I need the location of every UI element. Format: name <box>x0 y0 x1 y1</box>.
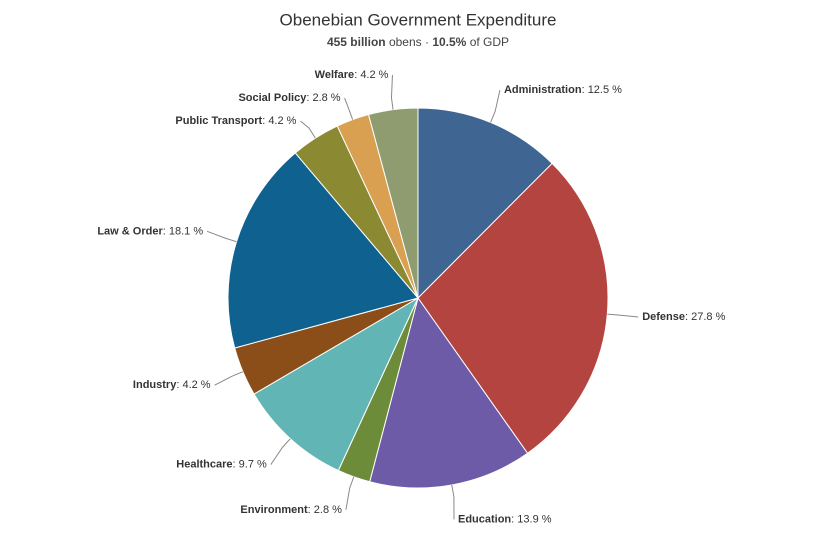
subtitle-part: obens · <box>386 35 433 49</box>
connector <box>344 97 354 120</box>
label-name: Public Transport <box>175 115 262 127</box>
label-value: 13.9 % <box>517 513 551 525</box>
label-value: 18.1 % <box>169 225 203 237</box>
label-name: Environment <box>240 504 308 516</box>
label-value: 4.2 % <box>182 379 210 391</box>
connector <box>607 313 639 318</box>
label-separator: : <box>262 115 268 127</box>
subtitle-part: 455 billion <box>327 35 386 49</box>
connector <box>214 371 244 386</box>
data-label: Defense: 27.8 % <box>642 311 725 323</box>
data-label: Social Policy: 2.8 % <box>238 92 340 104</box>
label-name: Healthcare <box>176 459 232 471</box>
label-name: Industry <box>133 379 177 391</box>
pie-slice <box>367 107 419 299</box>
data-label: Education: 13.9 % <box>458 513 552 525</box>
data-label: Administration: 12.5 % <box>504 84 622 96</box>
subtitle-part: of GDP <box>466 35 509 49</box>
label-separator: : <box>511 513 517 525</box>
chart-title: Obenebian Government Expenditure <box>280 10 557 29</box>
pie-slice <box>369 296 529 489</box>
label-name: Law & Order <box>97 225 163 237</box>
connector <box>451 484 455 520</box>
connector <box>490 89 501 123</box>
label-name: Education <box>458 513 511 525</box>
label-separator: : <box>176 379 182 391</box>
label-value: 27.8 % <box>691 311 725 323</box>
connector <box>300 120 316 139</box>
chart-subtitle: 455 billion obens · 10.5% of GDP <box>327 35 509 49</box>
label-separator: : <box>308 504 314 516</box>
label-name: Administration <box>504 84 582 96</box>
label-separator: : <box>233 459 239 471</box>
subtitle-part: 10.5% <box>432 35 466 49</box>
pie-slice <box>253 296 420 472</box>
data-label: Public Transport: 4.2 % <box>175 115 296 127</box>
label-value: 4.2 % <box>360 69 388 81</box>
label-separator: : <box>685 311 691 323</box>
label-name: Defense <box>642 311 685 323</box>
label-value: 2.8 % <box>312 92 340 104</box>
label-name: Social Policy <box>238 92 307 104</box>
label-separator: : <box>582 84 588 96</box>
label-value: 2.8 % <box>314 504 342 516</box>
data-label: Healthcare: 9.7 % <box>176 459 267 471</box>
label-value: 9.7 % <box>239 459 267 471</box>
pie-slice <box>417 162 609 454</box>
data-label: Law & Order: 18.1 % <box>97 225 203 237</box>
label-separator: : <box>306 92 312 104</box>
data-label: Environment: 2.8 % <box>240 504 342 516</box>
pie-slice <box>227 152 419 349</box>
data-label: Welfare: 4.2 % <box>315 69 389 81</box>
label-name: Welfare <box>315 69 355 81</box>
connector <box>345 476 355 510</box>
label-separator: : <box>354 69 360 81</box>
label-value: 12.5 % <box>588 84 622 96</box>
pie-slice <box>417 107 553 300</box>
connector <box>390 74 394 110</box>
data-label: Industry: 4.2 % <box>133 379 211 391</box>
connector <box>270 438 291 465</box>
label-separator: : <box>163 225 169 237</box>
connector <box>206 230 237 243</box>
label-value: 4.2 % <box>268 115 296 127</box>
